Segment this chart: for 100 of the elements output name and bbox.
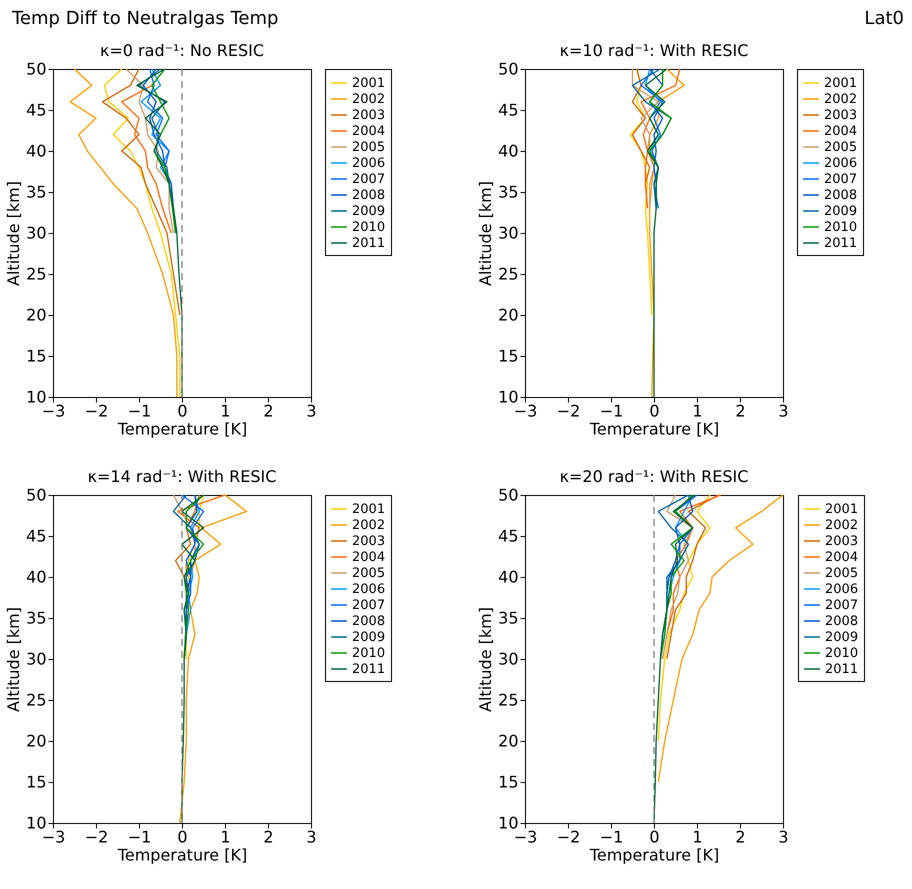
line-series xyxy=(658,494,784,783)
legend-label: 2010 xyxy=(352,220,386,235)
chart-title: κ=10 rad⁻¹: With RESIC xyxy=(560,41,748,60)
x-tick-label: 3 xyxy=(778,828,789,846)
legend-label: 2011 xyxy=(824,236,858,251)
legend-label: 2011 xyxy=(352,662,386,677)
x-tick-label: 2 xyxy=(735,828,746,846)
y-axis-title: Altitude [km] xyxy=(4,607,24,712)
legend-label: 2005 xyxy=(825,566,858,581)
legend-label: 2006 xyxy=(824,156,858,171)
x-axis-title: Temperature [K] xyxy=(588,420,720,438)
legend-label: 2009 xyxy=(824,204,858,219)
chart-title: κ=14 rad⁻¹: With RESIC xyxy=(88,467,276,486)
y-axis-title: Altitude [km] xyxy=(476,181,496,286)
x-tick-label: −1 xyxy=(600,828,624,846)
y-tick-label: 45 xyxy=(26,100,46,120)
x-axis-title: Temperature [K] xyxy=(116,846,248,864)
legend-label: 2001 xyxy=(824,76,858,91)
line-series xyxy=(649,68,685,398)
y-tick-label: 30 xyxy=(498,650,518,668)
x-tick-label: −1 xyxy=(600,402,624,420)
legend-label: 2007 xyxy=(824,172,858,187)
y-tick-label: 15 xyxy=(26,346,46,366)
legend-label: 2007 xyxy=(352,172,386,187)
legend-label: 2001 xyxy=(352,502,386,517)
y-tick-label: 40 xyxy=(498,568,518,586)
legend-label: 2002 xyxy=(352,92,386,107)
text: Temp Diff to Neutralgas Temp xyxy=(12,8,278,31)
chart-title: κ=0 rad⁻¹: No RESIC xyxy=(100,41,264,60)
x-axis-title: Temperature [K] xyxy=(588,846,720,864)
x-tick-label: 0 xyxy=(177,828,188,846)
y-tick-label: 20 xyxy=(498,306,518,324)
legend-label: 2004 xyxy=(825,550,858,565)
y-axis-title: Altitude [km] xyxy=(476,607,496,712)
legend-label: 2005 xyxy=(824,140,858,155)
line-series xyxy=(104,68,180,398)
line-series xyxy=(640,68,680,210)
legend-label: 2006 xyxy=(352,156,386,171)
x-tick-label: 1 xyxy=(220,828,231,846)
x-tick-label: 0 xyxy=(649,402,660,420)
legend-label: 2003 xyxy=(352,534,386,549)
x-axis-title: Temperature [K] xyxy=(116,420,248,438)
y-tick-label: 30 xyxy=(498,224,518,242)
legend-label: 2010 xyxy=(824,220,858,235)
x-tick-label: −2 xyxy=(84,828,108,846)
line-series xyxy=(102,68,180,316)
y-tick-label: 20 xyxy=(26,732,46,750)
legend-label: 2003 xyxy=(825,534,858,549)
legend-label: 2002 xyxy=(352,518,386,533)
legend-label: 2002 xyxy=(824,92,858,107)
y-tick-label: 35 xyxy=(26,608,46,628)
x-tick-label: −2 xyxy=(84,402,108,420)
legend-label: 2006 xyxy=(352,582,386,597)
y-tick-label: 15 xyxy=(498,346,518,366)
y-tick-label: 35 xyxy=(498,182,518,202)
y-tick-label: 30 xyxy=(26,650,46,668)
legend-label: 2001 xyxy=(825,502,858,517)
legend-label: 2008 xyxy=(825,614,858,629)
legend-label: 2005 xyxy=(352,566,386,581)
x-tick-label: −1 xyxy=(128,402,152,420)
y-tick-label: 50 xyxy=(498,60,518,78)
y-tick-label: 50 xyxy=(498,486,518,504)
legend-label: 2004 xyxy=(352,550,386,565)
y-tick-label: 25 xyxy=(498,690,518,710)
y-tick-label: 25 xyxy=(498,264,518,284)
legend-label: 2009 xyxy=(352,204,386,219)
legend-label: 2011 xyxy=(352,236,386,251)
line-series xyxy=(632,68,659,210)
legend-label: 2004 xyxy=(824,124,858,139)
x-tick-label: 2 xyxy=(735,402,746,420)
legend-label: 2008 xyxy=(352,188,386,203)
x-tick-label: 1 xyxy=(220,402,231,420)
x-tick-label: −2 xyxy=(556,828,580,846)
chart-title: κ=20 rad⁻¹: With RESIC xyxy=(560,467,748,486)
y-tick-label: 25 xyxy=(26,690,46,710)
y-tick-label: 45 xyxy=(498,526,518,546)
legend-label: 2001 xyxy=(352,76,386,91)
x-tick-label: 1 xyxy=(692,828,703,846)
legend-label: 2011 xyxy=(825,662,858,677)
y-tick-label: 25 xyxy=(26,264,46,284)
x-tick-label: 2 xyxy=(263,402,274,420)
x-tick-label: 2 xyxy=(263,828,274,846)
x-tick-label: 3 xyxy=(306,828,317,846)
line-series xyxy=(70,68,178,398)
legend-label: 2004 xyxy=(352,124,386,139)
line-series xyxy=(179,494,248,824)
legend-label: 2003 xyxy=(352,108,386,123)
legend-label: 2008 xyxy=(352,614,386,629)
y-tick-label: 45 xyxy=(498,100,518,120)
legend-label: 2002 xyxy=(825,518,858,533)
y-tick-label: 15 xyxy=(498,772,518,792)
legend-label: 2003 xyxy=(824,108,858,123)
legend-label: 2006 xyxy=(825,582,858,597)
y-tick-label: 20 xyxy=(26,306,46,324)
x-tick-label: −1 xyxy=(128,828,152,846)
text: Lat0 xyxy=(864,8,904,31)
y-tick-label: 20 xyxy=(498,732,518,750)
legend-label: 2008 xyxy=(824,188,858,203)
y-tick-label: 35 xyxy=(26,182,46,202)
y-axis-title: Altitude [km] xyxy=(4,181,24,286)
